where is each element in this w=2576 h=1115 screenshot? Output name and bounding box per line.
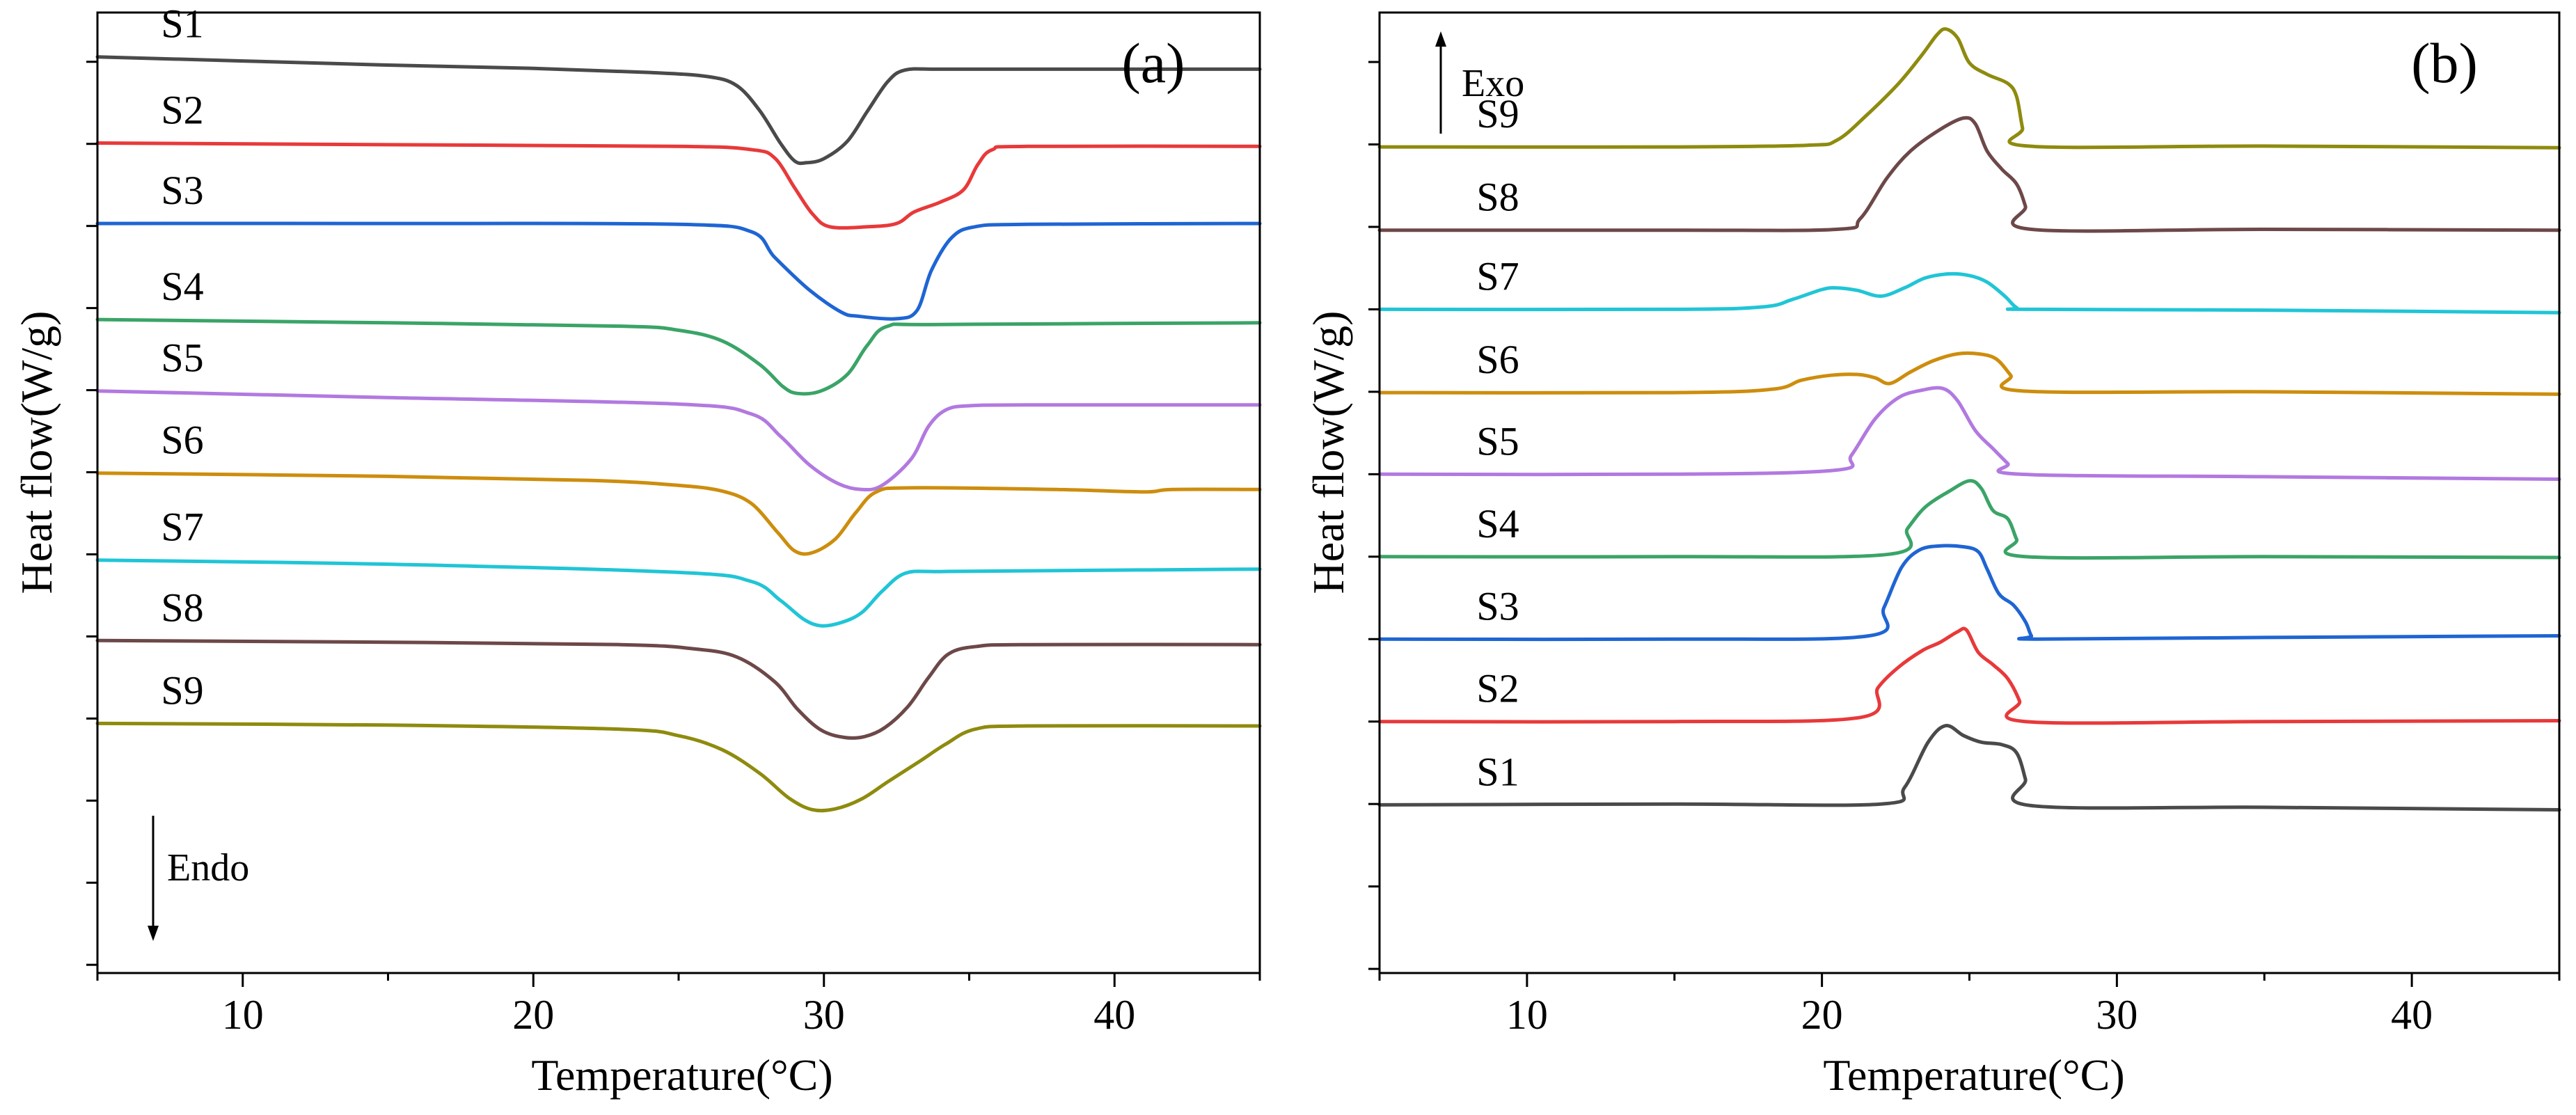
a-series-label-s4: S4	[161, 264, 203, 309]
panel-a-label: (a)	[1121, 31, 1185, 95]
a-series-label-s2: S2	[161, 88, 203, 133]
panel-b-x-axis-label: Temperature(°C)	[1823, 1050, 2124, 1100]
b-series-label-s1: S1	[1476, 749, 1519, 794]
b-series-s3	[1377, 544, 2561, 642]
a-series-label-s9: S9	[161, 667, 203, 713]
panel-b-frame	[1378, 11, 2561, 974]
panel-b: 10 20 30 40 S9 S8 S7 S6 S5 S4 S3 S2 S1 (b) Exo Temp…	[1304, 11, 2561, 1100]
panel-b-label: (b)	[2411, 31, 2478, 95]
endo-label: Endo	[167, 846, 249, 889]
panel-a-curves	[95, 55, 1262, 813]
b-series-s7	[1377, 271, 2561, 315]
panel-a-y-ticks	[86, 61, 97, 966]
a-series-label-s8: S8	[161, 585, 203, 630]
panel-b-x-ticks: 10 20 30 40	[1378, 973, 2561, 1038]
panel-b-curve-labels: S9 S8 S7 S6 S5 S4 S3 S2 S1	[1476, 91, 1519, 794]
exo-label: Exo	[1462, 62, 1524, 105]
panel-a-x-ticks: 10 20 30 40	[96, 973, 1261, 1038]
a-series-label-s6: S6	[161, 418, 203, 463]
panel-a-y-axis-label: Heat flow(W/g)	[12, 311, 61, 594]
b-series-s6	[1377, 351, 2561, 396]
a-x-tick-label: 40	[1093, 992, 1135, 1038]
a-x-tick-label: 30	[803, 992, 845, 1038]
b-series-label-s2: S2	[1476, 666, 1519, 711]
b-series-s8	[1377, 116, 2561, 233]
panel-a: 10 20 30 40 S1 S2 S3 S4 S5 S6 S7 S8 S9 (a) Endo Tem…	[12, 1, 1262, 1100]
a-series-s5	[95, 389, 1262, 492]
b-series-label-s7: S7	[1476, 253, 1519, 299]
exo-arrow	[1435, 31, 1446, 134]
b-x-tick-label: 40	[2391, 992, 2433, 1038]
a-series-s9	[95, 721, 1262, 813]
panel-b-y-ticks	[1368, 61, 1380, 970]
b-series-label-s6: S6	[1476, 337, 1519, 382]
b-series-label-s4: S4	[1476, 501, 1519, 546]
a-series-s4	[95, 317, 1262, 396]
a-series-s7	[95, 558, 1262, 628]
a-series-s3	[95, 221, 1262, 321]
a-series-s2	[95, 141, 1262, 230]
a-series-s6	[95, 471, 1262, 556]
b-series-s9	[1377, 27, 2561, 150]
a-series-label-s5: S5	[161, 335, 203, 381]
a-x-tick-label: 10	[222, 992, 264, 1038]
a-series-label-s7: S7	[161, 505, 203, 550]
b-series-s5	[1377, 386, 2561, 481]
panel-b-curves	[1377, 27, 2561, 812]
endo-arrow	[148, 816, 159, 941]
b-x-tick-label: 20	[1801, 992, 1843, 1038]
b-series-label-s9: S9	[1476, 91, 1519, 136]
b-series-label-s5: S5	[1476, 418, 1519, 464]
panel-a-x-axis-label: Temperature(°C)	[531, 1050, 832, 1100]
b-x-tick-label: 10	[1506, 992, 1548, 1038]
a-series-s1	[95, 55, 1262, 166]
b-series-s4	[1377, 479, 2561, 560]
panel-b-y-axis-label: Heat flow(W/g)	[1304, 311, 1353, 594]
b-series-s1	[1377, 724, 2561, 812]
a-series-s8	[95, 638, 1262, 740]
b-series-label-s8: S8	[1476, 175, 1519, 220]
a-series-label-s3: S3	[161, 168, 203, 213]
panel-a-frame	[96, 11, 1261, 974]
b-series-label-s3: S3	[1476, 583, 1519, 628]
a-series-label-s1: S1	[161, 1, 203, 47]
b-series-s2	[1377, 626, 2561, 725]
b-x-tick-label: 30	[2096, 992, 2138, 1038]
panel-a-curve-labels: S1 S2 S3 S4 S5 S6 S7 S8 S9	[161, 1, 203, 713]
a-x-tick-label: 20	[512, 992, 554, 1038]
